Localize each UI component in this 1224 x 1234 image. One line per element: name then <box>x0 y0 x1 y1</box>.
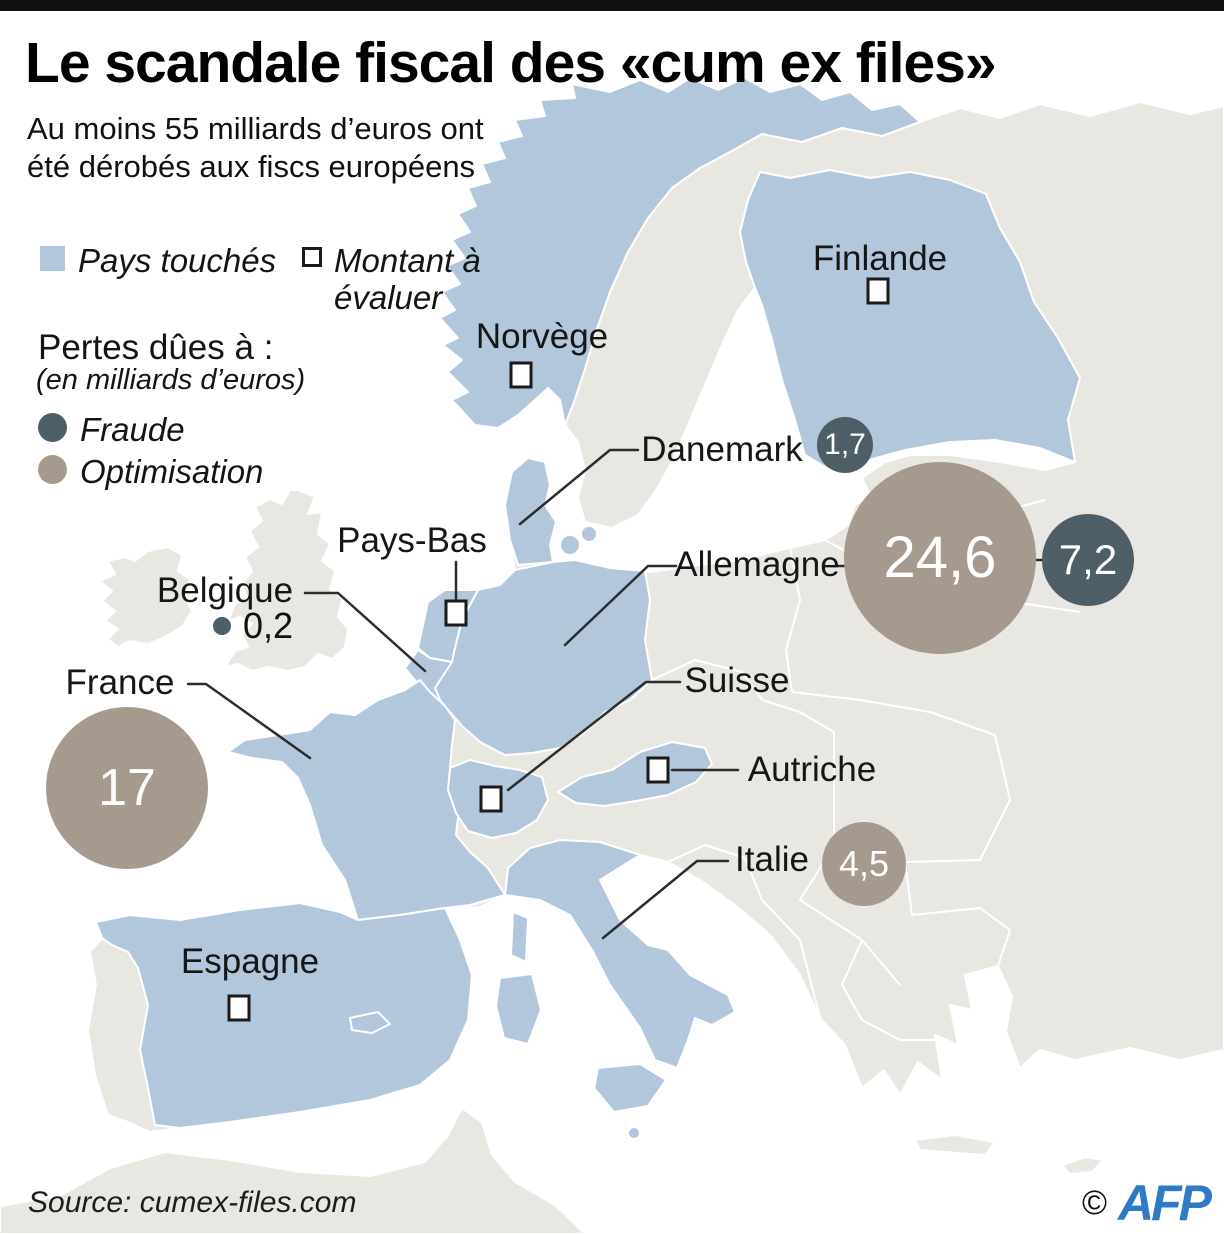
country-spain <box>95 902 473 1129</box>
legend-fraud-label: Fraude <box>80 411 185 448</box>
country-germany <box>434 559 653 756</box>
leader-france <box>186 682 312 760</box>
subtitle-line-1: Au moins 55 milliards d’euros ont <box>27 111 484 146</box>
evaluate-marker-norvege <box>509 361 533 389</box>
legend-affected-label: Pays touchés <box>78 242 277 279</box>
country-denmark <box>504 457 557 566</box>
top-bar <box>0 0 1224 11</box>
north-africa <box>0 1107 586 1234</box>
island-sicily <box>593 1063 667 1113</box>
copyright-icon: © <box>1082 1184 1108 1222</box>
leader-suisse <box>506 680 682 792</box>
border-greece-north <box>841 939 942 1041</box>
country-label-belgique: Belgique <box>156 571 294 610</box>
loss-dot-belgique <box>213 617 231 635</box>
leader-italie <box>601 859 730 940</box>
border-serbia <box>799 845 901 986</box>
leader-allemagne-left <box>563 564 678 647</box>
island-sardinia <box>495 973 542 1045</box>
denmark-island-2 <box>580 525 598 543</box>
legend-fraud-swatch <box>38 413 67 442</box>
denmark-island-1 <box>559 534 581 556</box>
evaluate-marker-autriche <box>646 756 670 784</box>
united-kingdom <box>224 489 349 672</box>
country-label-danemark: Danemark <box>641 430 803 469</box>
crete <box>914 1134 996 1156</box>
country-label-pays-bas: Pays-Bas <box>337 521 487 560</box>
afp-logo: AFP <box>1118 1175 1212 1231</box>
loss-bubble-danemark-fraude: 1,7 <box>817 417 873 473</box>
border-balkans-west <box>667 844 821 1019</box>
legend-evaluate-swatch <box>302 247 322 267</box>
loss-bubble-allemagne-fraude: 7,2 <box>1042 514 1134 606</box>
country-label-suisse: Suisse <box>684 661 790 700</box>
legend-optimisation-swatch <box>38 455 67 484</box>
country-austria <box>557 741 713 807</box>
source-text: Source: cumex-files.com <box>28 1186 357 1219</box>
page-title: Le scandale fiscal des «cum ex files» <box>25 31 997 95</box>
evaluate-marker-espagne <box>227 994 251 1022</box>
cyprus <box>1061 1156 1104 1175</box>
island-corsica <box>510 911 529 963</box>
country-norway <box>439 77 921 429</box>
legend-affected-swatch <box>40 246 65 271</box>
border-czech <box>651 659 763 701</box>
evaluate-marker-pays-bas <box>444 599 468 627</box>
losses-title: Pertes dûes à : <box>38 328 274 367</box>
loss-value-belgique: 0,2 <box>242 605 294 646</box>
legend-optimisation-label: Optimisation <box>80 453 264 490</box>
border-bulgaria <box>904 861 1011 967</box>
loss-bubble-allemagne-optimisation: 24,6 <box>844 462 1036 654</box>
border-poland-east <box>785 547 801 693</box>
country-label-autriche: Autriche <box>747 750 877 789</box>
country-france <box>227 679 506 921</box>
legend-evaluate-line-1: Montant à <box>334 242 481 279</box>
legend-evaluate-line-2: évaluer <box>334 279 443 316</box>
subtitle-line-2: été dérobés aux fiscs européens <box>27 149 476 184</box>
losses-subtitle: (en milliards d’euros) <box>36 364 306 396</box>
evaluate-marker-suisse <box>479 785 503 813</box>
country-finland <box>739 169 1081 471</box>
island-mallorca <box>349 1011 391 1034</box>
loss-bubble-italie-optimisation: 4,5 <box>822 822 906 906</box>
loss-bubble-france-optimisation: 17 <box>46 707 208 869</box>
country-italy <box>504 839 736 1069</box>
evaluate-marker-finlande <box>866 277 890 305</box>
country-label-france: France <box>65 663 175 702</box>
country-label-allemagne: Allemagne <box>674 545 840 584</box>
ireland <box>99 546 193 648</box>
island-malta <box>627 1126 641 1140</box>
country-label-italie: Italie <box>735 840 809 879</box>
border-romania <box>791 691 1011 863</box>
legend-evaluate-label: Montant à évaluer <box>334 242 481 316</box>
border-hungary <box>761 699 835 846</box>
page-subtitle: Au moins 55 milliards d’euros ont été dé… <box>27 110 484 186</box>
leader-belgique <box>303 591 427 673</box>
country-label-finlande: Finlande <box>812 239 948 278</box>
country-label-norvege: Norvège <box>475 317 609 356</box>
country-label-espagne: Espagne <box>180 942 320 981</box>
leader-danemark <box>518 448 640 526</box>
